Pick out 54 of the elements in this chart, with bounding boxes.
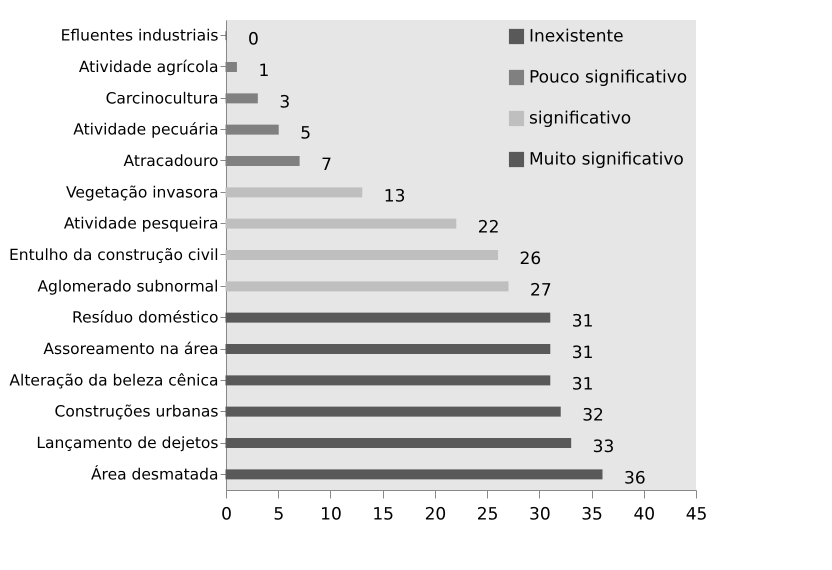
- y-tick-label: Efluentes industriais: [60, 26, 218, 45]
- data-label: 5: [300, 124, 312, 144]
- bar: [226, 250, 498, 260]
- bar: [226, 344, 550, 354]
- bar: [226, 281, 508, 292]
- y-tick-label: Atracadouro: [124, 152, 218, 170]
- x-tick-label: 0: [221, 504, 232, 524]
- data-label: 31: [572, 312, 594, 332]
- bar: [226, 375, 550, 386]
- data-label: 33: [592, 437, 614, 457]
- data-label: 0: [248, 30, 259, 50]
- y-tick-label: Entulho da construção civil: [8, 246, 218, 264]
- x-tick-label: 45: [686, 504, 708, 524]
- bar: [226, 406, 561, 417]
- data-label: 26: [520, 249, 542, 269]
- x-tick-label: 30: [529, 504, 551, 524]
- legend-label: Pouco significativo: [529, 68, 688, 88]
- bar: [226, 438, 572, 448]
- data-label: 1: [258, 61, 270, 81]
- y-tick-label: Alteração da beleza cênica: [9, 371, 218, 390]
- y-tick-label: Atividade pecuária: [73, 120, 218, 139]
- x-tick-label: 35: [581, 504, 603, 524]
- y-tick-label: Aglomerado subnormal: [37, 277, 218, 296]
- legend-label: significativo: [529, 108, 632, 128]
- x-tick-label: 40: [633, 504, 656, 524]
- data-label: 31: [572, 343, 594, 363]
- y-tick-label: Atividade pesqueira: [64, 214, 218, 233]
- y-tick-label: Resíduo doméstico: [72, 308, 218, 327]
- data-label: 22: [478, 218, 500, 238]
- legend-label: Inexistente: [529, 26, 624, 46]
- y-tick-label: Atividade agrícola: [78, 58, 218, 76]
- y-tick-label: Carcinocultura: [106, 89, 218, 108]
- data-label: 13: [384, 186, 406, 206]
- data-label: 36: [624, 468, 646, 488]
- data-label: 31: [572, 374, 594, 394]
- data-label: 7: [321, 155, 332, 175]
- data-label: 27: [530, 280, 552, 300]
- x-tick-label: 10: [320, 504, 342, 524]
- x-tick-label: 20: [424, 504, 446, 524]
- x-tick-label: 25: [476, 504, 498, 524]
- x-tick-label: 15: [372, 504, 394, 524]
- y-tick-label: Vegetação invasora: [66, 183, 218, 202]
- legend-label: Muito significativo: [529, 150, 684, 170]
- y-tick-label: Área desmatada: [90, 464, 218, 484]
- data-label: 3: [279, 92, 290, 112]
- data-label: 32: [582, 406, 604, 426]
- y-tick-label: Lançamento de dejetos: [36, 434, 218, 452]
- x-tick-label: 5: [273, 504, 284, 524]
- bar: [226, 187, 362, 198]
- bar: [226, 469, 602, 480]
- y-tick-label: Construções urbanas: [54, 402, 218, 421]
- bar: [226, 218, 456, 229]
- y-tick-label: Assoreamento na área: [43, 340, 218, 358]
- bar: [226, 312, 550, 323]
